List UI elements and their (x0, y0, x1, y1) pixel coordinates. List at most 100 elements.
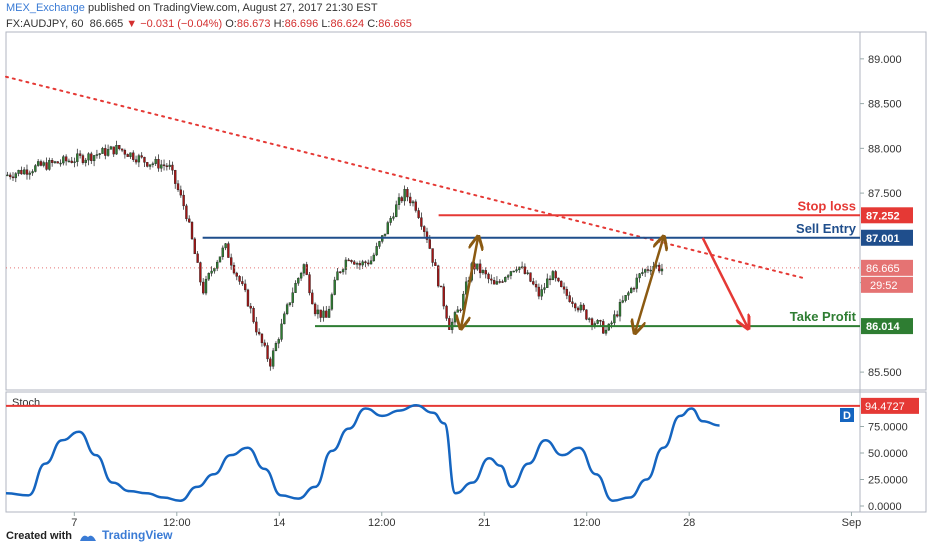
candle-body (627, 292, 630, 296)
candle-body (414, 201, 417, 211)
candle-body (532, 281, 535, 285)
candle-body (271, 350, 275, 367)
candle-body (109, 146, 113, 150)
candle-body (364, 261, 367, 264)
level-price-box (861, 207, 913, 224)
stoch-tick-label: 25.0000 (868, 475, 908, 487)
candle-body (392, 216, 395, 219)
candle-body (621, 300, 624, 303)
candle-body (459, 309, 462, 312)
candle-body (202, 281, 205, 294)
candle-body (322, 310, 325, 318)
stoch-title: Stoch (12, 397, 40, 409)
candle-body (98, 153, 101, 155)
candle-body (395, 204, 398, 217)
candle-body (632, 288, 636, 290)
candle-body (518, 266, 521, 270)
stoch-tick-label: 0.0000 (868, 501, 902, 513)
candle-body (9, 174, 12, 178)
candle-body (64, 156, 68, 162)
candle-body (585, 309, 588, 320)
candle-body (143, 156, 146, 163)
level-price-text: 87.252 (866, 210, 900, 222)
candle-body (104, 148, 107, 156)
candle-body (616, 314, 619, 317)
candle-body (618, 302, 622, 317)
candle-body (576, 307, 580, 311)
candle-body (179, 189, 183, 196)
projection-arrow (461, 238, 478, 328)
candle-body (590, 318, 594, 326)
publisher-link[interactable]: MEX_Exchange (6, 2, 85, 14)
candle-body (546, 278, 549, 288)
candle-body (406, 189, 409, 198)
projection-arrow (635, 238, 663, 332)
candle-body (146, 162, 149, 167)
level-price-box (861, 229, 913, 246)
candle-body (137, 155, 141, 163)
candle-body (548, 278, 552, 281)
main-pane-border (5, 31, 927, 391)
candle-body (235, 272, 238, 277)
candle-body (299, 272, 303, 279)
candle-body (526, 272, 529, 274)
candle-body (386, 222, 390, 235)
candle-body (635, 277, 638, 289)
candle-body (210, 270, 213, 274)
candle-body (409, 196, 412, 204)
candle-body (313, 303, 317, 315)
candle-body (341, 269, 345, 273)
candle-body (660, 268, 664, 272)
candle-body (241, 281, 244, 285)
candle-body (168, 164, 171, 167)
candle-body (67, 160, 71, 163)
price-tick-label: 87.500 (868, 188, 902, 200)
candle-body (339, 271, 342, 273)
publish-info: published on TradingView.com, August 27,… (87, 2, 378, 14)
candle-body (641, 272, 644, 274)
candle-body (431, 248, 434, 263)
candle-body (34, 165, 37, 172)
candle-body (565, 289, 569, 296)
candle-body (495, 281, 499, 285)
candle-body (568, 295, 571, 303)
price-tick-label: 89.000 (868, 54, 902, 66)
time-tick-label: 14 (273, 517, 285, 529)
candle-body (39, 161, 43, 166)
candle-body (588, 318, 591, 320)
candle-body (643, 269, 647, 273)
candle-body (285, 304, 289, 315)
candle-body (59, 162, 62, 165)
candle-body (243, 283, 247, 291)
candle-body (554, 271, 557, 279)
candle-body (174, 170, 177, 184)
candle-body (593, 323, 597, 326)
candle-body (512, 270, 515, 273)
price-tick-label: 85.500 (868, 367, 902, 379)
candle-body (428, 239, 431, 249)
candle-body (87, 153, 90, 161)
candle-body (383, 233, 387, 236)
candle-body (492, 280, 496, 285)
candle-body (70, 160, 73, 163)
time-tick-label: 7 (71, 517, 77, 529)
candle-body (207, 273, 210, 280)
candle-body (375, 246, 378, 256)
candle-body (540, 289, 543, 297)
candle-body (481, 270, 485, 274)
resistance-trendline (5, 75, 805, 280)
level-price-text: 86.014 (866, 321, 901, 333)
candle-body (478, 263, 482, 274)
time-tick-label: 12:00 (368, 517, 396, 529)
candle-body (76, 153, 79, 162)
candle-body (283, 313, 286, 325)
low-label: L: (321, 18, 331, 30)
candle-body (230, 257, 233, 266)
candle-body (411, 201, 415, 204)
candle-body (101, 148, 104, 154)
candle-body (126, 154, 129, 157)
candle-body (353, 261, 356, 265)
candle-body (562, 286, 566, 290)
candle-body (604, 329, 608, 334)
